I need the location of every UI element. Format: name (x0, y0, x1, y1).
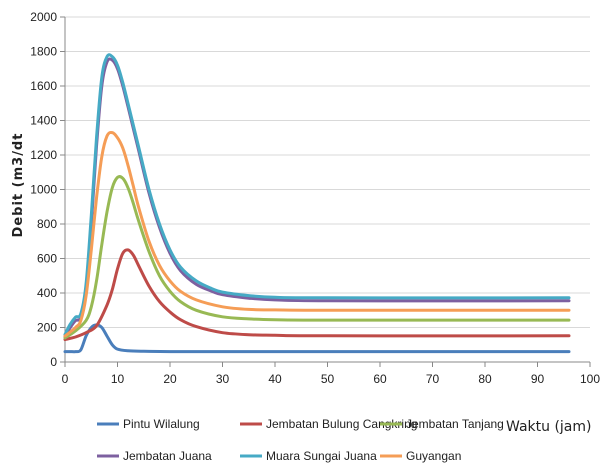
x-tick-label: 70 (426, 372, 440, 386)
y-tick-label: 1600 (30, 79, 57, 93)
x-tick-label: 60 (373, 372, 387, 386)
x-tick-label: 30 (216, 372, 230, 386)
y-tick-label: 400 (37, 286, 57, 300)
y-axis: 0 200 400 600 800 1000 1200 1400 1600 1800 2000 (30, 10, 66, 369)
series-line-1 (63, 323, 571, 354)
x-tick-label: 10 (111, 372, 125, 386)
series-line-2 (63, 248, 571, 342)
y-tick-label: 600 (37, 252, 57, 266)
y-tick-label: 2000 (30, 10, 57, 24)
series-line-4 (63, 57, 571, 338)
x-tick-label: 0 (62, 372, 69, 386)
series-line-6 (63, 130, 571, 338)
y-axis-label: Debit (m3/dt (11, 133, 26, 238)
legend-label: Jembatan Juana (123, 449, 212, 463)
x-axis-label: Waktu (jam) (506, 419, 591, 435)
y-tick-label: 800 (37, 217, 57, 231)
x-tick-label: 40 (268, 372, 282, 386)
y-tick-label: 200 (37, 321, 57, 335)
x-tick-label: 90 (531, 372, 545, 386)
y-tick-label: 1200 (30, 148, 57, 162)
series-line-5 (63, 53, 571, 336)
legend: Pintu Wilalung Jembatan Bulung CangkringJ… (97, 417, 504, 463)
x-tick-label: 100 (580, 372, 600, 386)
legend-label: Guyangan (406, 449, 461, 463)
y-tick-label: 1400 (30, 114, 57, 128)
series-lines (63, 53, 571, 354)
series-line-3 (63, 175, 571, 340)
legend-label: Jembatan Tanjang (406, 417, 504, 431)
legend-label: Pintu Wilalung (123, 417, 200, 431)
y-tick-label: 1000 (30, 183, 57, 197)
x-axis: 0 10 20 30 40 50 60 70 80 90 100 (62, 361, 600, 386)
y-tick-label: 1800 (30, 45, 57, 59)
y-tick-label: 0 (50, 355, 57, 369)
x-tick-label: 50 (321, 372, 335, 386)
legend-label: Jembatan Bulung Cangkring (266, 417, 417, 431)
legend-label: Muara Sungai Juana (266, 449, 377, 463)
x-tick-label: 20 (163, 372, 177, 386)
x-tick-label: 80 (478, 372, 492, 386)
